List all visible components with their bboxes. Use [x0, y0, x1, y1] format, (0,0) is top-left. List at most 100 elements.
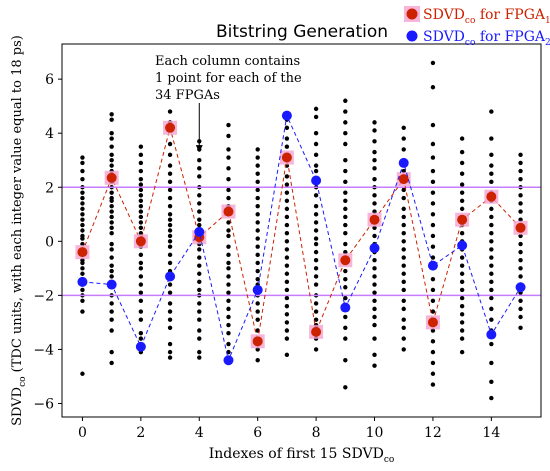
- y-axis-label-rest: (TDC units, with each integer value equa…: [10, 35, 25, 376]
- data-point: [167, 244, 173, 249]
- series-point-fpga-1: [252, 336, 263, 347]
- data-point: [372, 201, 377, 206]
- series-point-fpga-2: [311, 175, 322, 186]
- data-point: [489, 287, 494, 293]
- data-point: [489, 295, 494, 301]
- data-point: [518, 314, 523, 320]
- data-point: [401, 222, 406, 228]
- data-point: [284, 174, 290, 179]
- data-point: [226, 306, 231, 312]
- data-point: [313, 163, 319, 168]
- series-point-fpga-2: [223, 355, 234, 366]
- data-point: [197, 166, 202, 171]
- data-point: [518, 209, 523, 214]
- data-point: [343, 231, 348, 236]
- series-point-fpga-2: [106, 279, 117, 290]
- data-point: [313, 258, 319, 263]
- data-point: [80, 298, 85, 303]
- data-point: [197, 271, 202, 276]
- data-point: [401, 195, 406, 201]
- data-point: [284, 247, 290, 252]
- data-point: [284, 320, 290, 325]
- legend-label-sub: co: [465, 16, 475, 26]
- data-point: [343, 158, 348, 163]
- data-point: [138, 317, 144, 322]
- series-point-fpga-2: [135, 341, 146, 352]
- data-point: [489, 263, 494, 268]
- data-point: [430, 190, 436, 195]
- data-point: [255, 268, 260, 274]
- data-point: [372, 193, 377, 198]
- series-point-fpga-2: [515, 282, 526, 293]
- data-point: [255, 347, 260, 352]
- data-point: [518, 298, 523, 303]
- data-point: [255, 147, 260, 152]
- data-point: [226, 155, 231, 160]
- series-point-fpga-2: [194, 226, 205, 237]
- data-point: [430, 328, 436, 333]
- data-point: [372, 233, 377, 239]
- annotation-line: Each column contains: [155, 54, 300, 69]
- data-point: [167, 163, 173, 168]
- data-point: [313, 212, 319, 217]
- data-point: [255, 212, 260, 217]
- data-point: [226, 252, 231, 258]
- data-point: [226, 298, 231, 303]
- data-point: [430, 222, 436, 228]
- data-point: [343, 314, 348, 320]
- data-point: [167, 239, 173, 244]
- data-point: [518, 241, 523, 247]
- data-point: [343, 336, 348, 341]
- data-point: [313, 282, 319, 287]
- data-point: [80, 371, 85, 376]
- data-point: [459, 271, 465, 276]
- data-point: [372, 336, 377, 341]
- axes-layer: 0 2 4 6 8 10 12 14 −6 −4 −2 0 2 4 6: [33, 43, 542, 441]
- data-point: [518, 160, 523, 166]
- threshold-lines-layer: [62, 186, 541, 297]
- data-point: [401, 317, 406, 322]
- data-point: [430, 360, 436, 366]
- annotation-line: 1 point for each of the: [155, 71, 302, 86]
- series-point-fpga-2: [165, 271, 176, 282]
- data-point: [80, 217, 85, 222]
- data-point: [401, 168, 406, 174]
- data-point: [138, 168, 144, 174]
- legend-marker: [406, 8, 418, 20]
- data-point: [430, 339, 436, 344]
- data-point: [372, 322, 377, 328]
- data-point: [489, 231, 494, 236]
- data-point: [167, 325, 173, 331]
- data-point: [255, 220, 260, 225]
- data-point: [489, 395, 494, 401]
- data-point: [167, 260, 173, 266]
- data-point: [459, 136, 465, 141]
- data-point: [226, 274, 231, 279]
- data-point: [197, 158, 202, 163]
- data-point: [167, 290, 173, 295]
- data-point: [459, 231, 465, 236]
- data-point: [518, 233, 523, 239]
- data-point: [226, 195, 231, 201]
- data-point: [109, 220, 114, 225]
- data-point: [255, 276, 260, 282]
- legend-label-rest: for FPGA: [475, 7, 546, 23]
- data-point: [167, 282, 173, 287]
- data-point: [518, 325, 523, 331]
- data-point: [489, 379, 494, 385]
- data-point: [284, 144, 290, 149]
- x-axis-label-sub: co: [384, 455, 394, 465]
- data-point: [109, 190, 114, 195]
- series-point-fpga-2: [281, 110, 292, 121]
- data-point: [226, 331, 231, 336]
- data-point: [80, 228, 85, 233]
- data-point: [401, 336, 406, 341]
- data-point: [430, 255, 436, 260]
- data-point: [197, 201, 202, 206]
- data-point: [255, 171, 260, 176]
- data-point: [459, 206, 465, 212]
- data-point: [226, 244, 231, 249]
- data-point: [80, 195, 85, 201]
- data-point: [284, 190, 290, 195]
